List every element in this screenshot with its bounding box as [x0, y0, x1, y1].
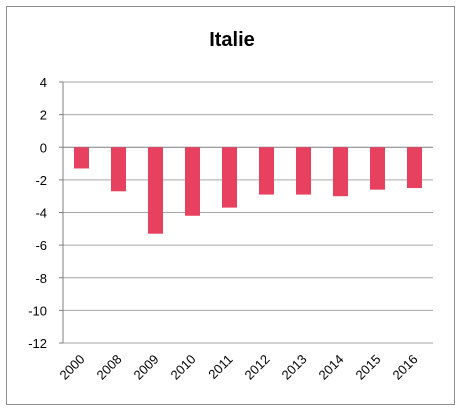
y-axis-ticks: 4 2 0 -2 -4 -6 -8 -10 -12	[28, 75, 47, 351]
y-tick-label: -2	[35, 173, 47, 188]
bar-2011	[222, 147, 237, 208]
bar-2014	[333, 147, 348, 197]
x-tick-label: 2015	[353, 352, 384, 383]
x-tick-label: 2000	[57, 352, 88, 383]
bar-2015	[370, 147, 385, 190]
bar-2000	[74, 147, 89, 169]
y-tick-label: -6	[35, 238, 47, 253]
x-tick-label: 2011	[205, 352, 235, 382]
bars	[74, 147, 422, 234]
y-tick-label: -10	[28, 303, 47, 318]
y-tick-label: -12	[28, 336, 47, 351]
x-tick-label: 2014	[316, 352, 347, 383]
bar-2013	[296, 147, 311, 195]
x-tick-label: 2010	[168, 352, 199, 383]
bar-2016	[407, 147, 422, 189]
x-tick-label: 2012	[242, 352, 273, 383]
y-tick-label: 4	[40, 75, 47, 90]
bar-2010	[185, 147, 200, 216]
y-tick-label: 2	[40, 108, 47, 123]
y-tick-label: -8	[35, 271, 47, 286]
x-tick-label: 2008	[94, 352, 125, 383]
axes	[59, 81, 64, 344]
y-tick-label: -4	[35, 206, 47, 221]
y-tick-label: 0	[40, 140, 47, 155]
bar-2008	[111, 147, 126, 192]
x-tick-label: 2013	[279, 352, 310, 383]
bar-2009	[148, 147, 163, 234]
x-tick-label: 2016	[390, 352, 421, 383]
bar-2012	[259, 147, 274, 195]
x-axis-ticks: 2000 2008 2009 2010 2011 2012 2013 2014 2015 2016	[57, 352, 421, 383]
x-tick-label: 2009	[131, 352, 162, 383]
chart-title: Italie	[209, 29, 255, 51]
gridlines	[63, 81, 433, 344]
